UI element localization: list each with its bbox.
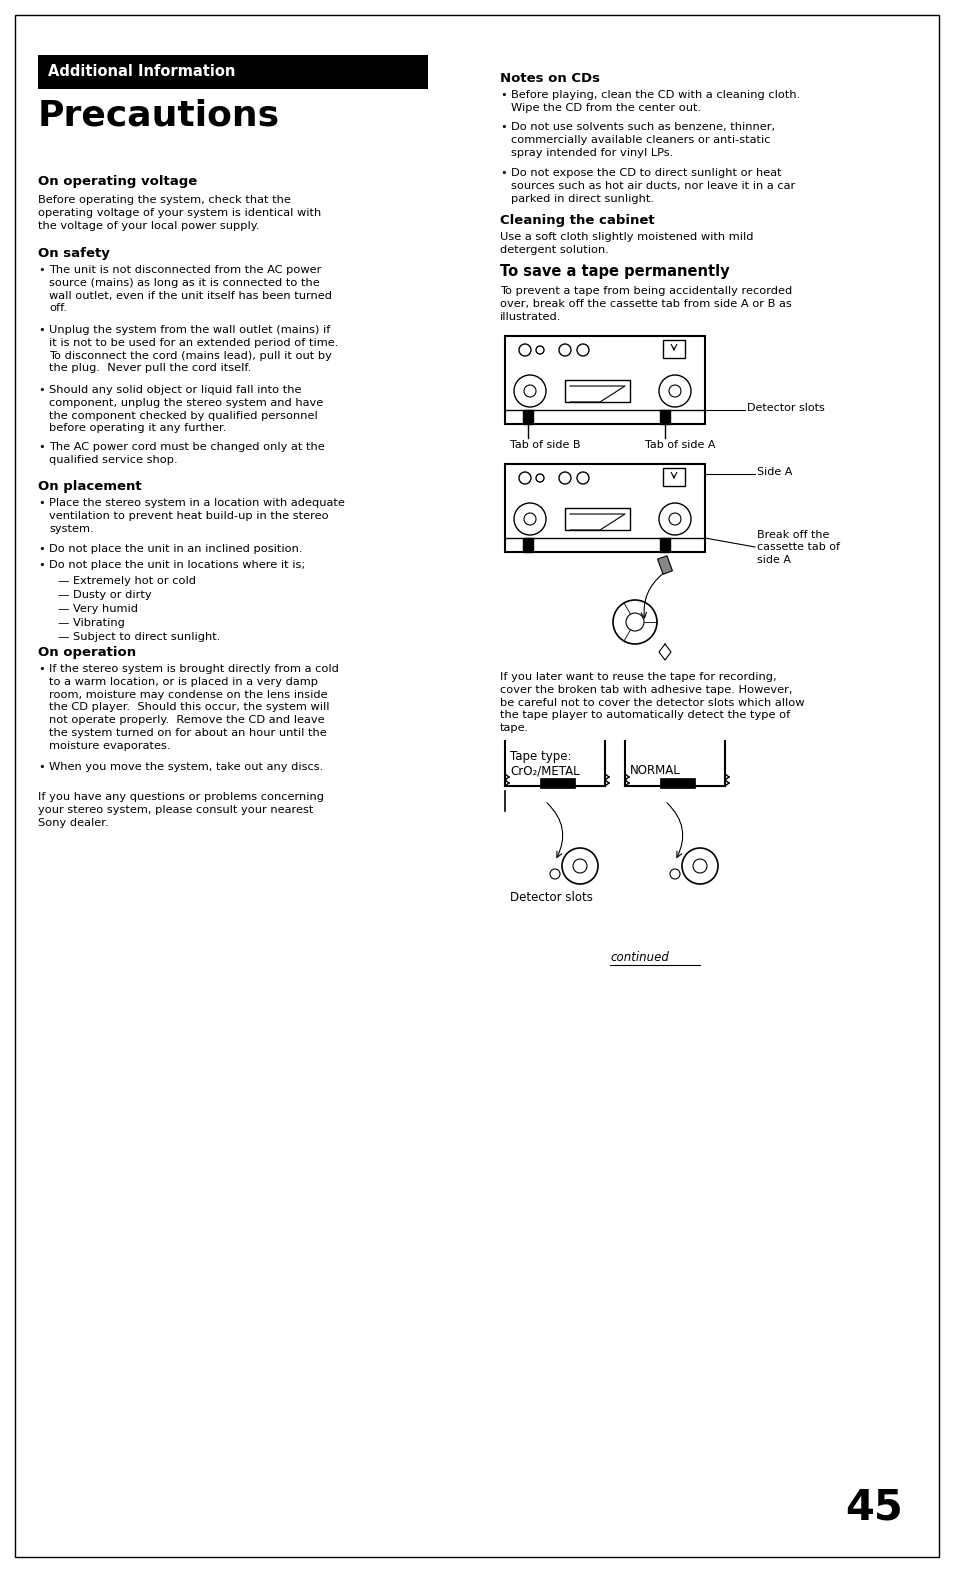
Text: •: •	[499, 168, 506, 178]
Text: Before operating the system, check that the
operating voltage of your system is : Before operating the system, check that …	[38, 195, 321, 231]
Text: •: •	[499, 90, 506, 101]
Text: Detector slots: Detector slots	[746, 402, 824, 413]
Text: Before playing, clean the CD with a cleaning cloth.
Wipe the CD from the center : Before playing, clean the CD with a clea…	[511, 90, 800, 113]
Bar	[564, 380, 629, 402]
Text: To prevent a tape from being accidentally recorded
over, break off the cassette : To prevent a tape from being accidentall…	[499, 286, 791, 322]
Text: Additional Information: Additional Information	[48, 64, 235, 80]
Text: Tape type:: Tape type:	[510, 750, 571, 762]
Text: •: •	[38, 385, 45, 395]
Text: Precautions: Precautions	[38, 99, 280, 134]
Bar	[662, 340, 684, 358]
Text: CrO₂/METAL: CrO₂/METAL	[510, 764, 579, 777]
Text: Do not use solvents such as benzene, thinner,
commercially available cleaners or: Do not use solvents such as benzene, thi…	[511, 123, 774, 157]
Bar	[522, 410, 533, 424]
Text: •: •	[38, 325, 45, 335]
Text: •: •	[499, 123, 506, 132]
Text: •: •	[38, 498, 45, 508]
Text: Do not expose the CD to direct sunlight or heat
sources such as hot air ducts, n: Do not expose the CD to direct sunlight …	[511, 168, 795, 204]
Text: — Vibrating: — Vibrating	[58, 618, 125, 627]
Text: Do not place the unit in an inclined position.: Do not place the unit in an inclined pos…	[49, 544, 302, 553]
Text: •: •	[38, 663, 45, 674]
Text: •: •	[38, 544, 45, 553]
Text: — Subject to direct sunlight.: — Subject to direct sunlight.	[58, 632, 220, 641]
Bar	[504, 336, 704, 424]
Text: Notes on CDs: Notes on CDs	[499, 72, 599, 85]
Text: Tab of side A: Tab of side A	[644, 440, 715, 450]
Bar	[522, 538, 533, 552]
Bar	[659, 778, 695, 788]
Text: On operation: On operation	[38, 646, 136, 659]
Text: continued: continued	[609, 951, 668, 964]
Bar	[659, 538, 669, 552]
Text: — Very humid: — Very humid	[58, 604, 138, 615]
Text: Detector slots: Detector slots	[510, 891, 592, 904]
Bar	[657, 556, 672, 574]
Text: •: •	[38, 442, 45, 453]
Text: •: •	[38, 266, 45, 275]
Text: — Extremely hot or cold: — Extremely hot or cold	[58, 575, 195, 586]
Text: When you move the system, take out any discs.: When you move the system, take out any d…	[49, 762, 323, 772]
Text: Break off the
cassette tab of
side A: Break off the cassette tab of side A	[757, 530, 840, 564]
Text: Place the stereo system in a location with adequate
ventilation to prevent heat : Place the stereo system in a location wi…	[49, 498, 345, 533]
Text: •: •	[38, 762, 45, 772]
Text: Do not place the unit in locations where it is;: Do not place the unit in locations where…	[49, 560, 305, 571]
Bar	[504, 464, 704, 552]
Text: Use a soft cloth slightly moistened with mild
detergent solution.: Use a soft cloth slightly moistened with…	[499, 233, 753, 255]
Text: If you later want to reuse the tape for recording,
cover the broken tab with adh: If you later want to reuse the tape for …	[499, 671, 803, 733]
Text: NORMAL: NORMAL	[629, 764, 680, 777]
Bar	[38, 55, 428, 90]
Text: — Dusty or dirty: — Dusty or dirty	[58, 590, 152, 601]
Bar	[662, 468, 684, 486]
Text: Side A: Side A	[757, 467, 792, 476]
Text: •: •	[38, 560, 45, 571]
Bar	[539, 778, 575, 788]
Text: Tab of side B: Tab of side B	[510, 440, 579, 450]
Text: On operating voltage: On operating voltage	[38, 174, 197, 189]
Text: The AC power cord must be changed only at the
qualified service shop.: The AC power cord must be changed only a…	[49, 442, 324, 465]
Text: On placement: On placement	[38, 479, 141, 494]
Text: If the stereo system is brought directly from a cold
to a warm location, or is p: If the stereo system is brought directly…	[49, 663, 338, 751]
Text: Cleaning the cabinet: Cleaning the cabinet	[499, 214, 654, 226]
Text: Unplug the system from the wall outlet (mains) if
it is not to be used for an ex: Unplug the system from the wall outlet (…	[49, 325, 338, 374]
Text: Should any solid object or liquid fall into the
component, unplug the stereo sys: Should any solid object or liquid fall i…	[49, 385, 323, 434]
Text: To save a tape permanently: To save a tape permanently	[499, 264, 729, 278]
Text: 45: 45	[844, 1486, 902, 1528]
Text: The unit is not disconnected from the AC power
source (mains) as long as it is c: The unit is not disconnected from the AC…	[49, 266, 332, 313]
Text: If you have any questions or problems concerning
your stereo system, please cons: If you have any questions or problems co…	[38, 792, 324, 827]
Bar	[564, 508, 629, 530]
Bar	[659, 410, 669, 424]
Text: On safety: On safety	[38, 247, 110, 259]
